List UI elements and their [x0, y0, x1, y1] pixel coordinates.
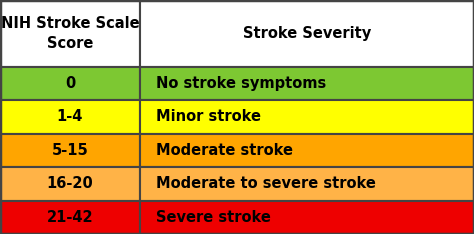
- Text: Severe stroke: Severe stroke: [156, 210, 271, 225]
- Text: NIH Stroke Scale
Score: NIH Stroke Scale Score: [0, 16, 139, 51]
- Bar: [0, 167, 140, 201]
- Text: Moderate stroke: Moderate stroke: [156, 143, 293, 158]
- Text: No stroke symptoms: No stroke symptoms: [156, 76, 327, 91]
- Bar: [0, 0, 140, 67]
- Bar: [140, 134, 474, 167]
- Bar: [0, 201, 140, 234]
- Text: 21-42: 21-42: [46, 210, 93, 225]
- Bar: [140, 167, 474, 201]
- Bar: [140, 201, 474, 234]
- Bar: [140, 0, 474, 67]
- Bar: [0, 134, 140, 167]
- Text: 0: 0: [65, 76, 75, 91]
- Bar: [140, 67, 474, 100]
- Text: Minor stroke: Minor stroke: [156, 109, 262, 124]
- Bar: [140, 100, 474, 134]
- Text: 16-20: 16-20: [46, 176, 93, 191]
- Text: 5-15: 5-15: [52, 143, 88, 158]
- Text: Moderate to severe stroke: Moderate to severe stroke: [156, 176, 376, 191]
- Bar: [0, 67, 140, 100]
- Bar: [0, 100, 140, 134]
- Text: Stroke Severity: Stroke Severity: [243, 26, 371, 41]
- Text: 1-4: 1-4: [57, 109, 83, 124]
